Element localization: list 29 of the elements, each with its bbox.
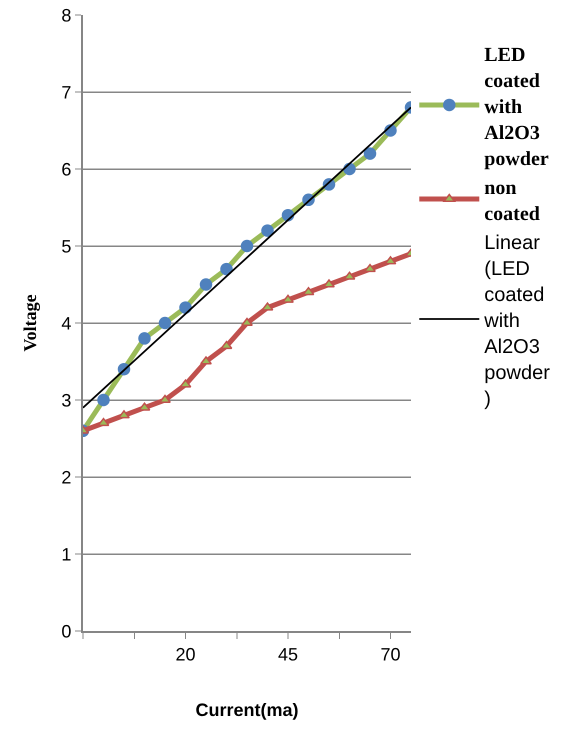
y-tick-label: 1 — [61, 544, 72, 564]
point — [241, 318, 253, 326]
point — [158, 316, 172, 330]
point — [262, 302, 274, 311]
y-tick-label: 7 — [61, 82, 72, 102]
point — [200, 278, 212, 291]
y-axis-title: Voltage — [20, 294, 40, 352]
x-axis-title: Current(ma) — [195, 700, 299, 720]
point — [180, 379, 192, 388]
x-tick-label: 20 — [175, 644, 196, 665]
point — [97, 394, 110, 406]
legend-label: Linear (LED coated with Al2O3 powder ) — [483, 232, 550, 410]
y-tick-label: 8 — [61, 5, 72, 26]
point — [138, 332, 151, 345]
point — [220, 262, 233, 276]
point — [200, 356, 212, 364]
y-tick-label: 4 — [61, 313, 72, 334]
y-tick-label: 0 — [61, 621, 72, 642]
point — [220, 340, 232, 350]
y-tick-label: 3 — [61, 390, 72, 410]
x-tick-label: 45 — [278, 644, 298, 665]
x-tick-label: 70 — [380, 644, 401, 665]
legend-label: non coated — [484, 176, 540, 225]
y-tick-label: 5 — [61, 236, 72, 256]
y-tick-label: 2 — [61, 467, 72, 488]
point — [364, 147, 376, 160]
y-tick-label: 6 — [61, 159, 72, 180]
point — [240, 240, 254, 252]
point — [261, 224, 274, 237]
